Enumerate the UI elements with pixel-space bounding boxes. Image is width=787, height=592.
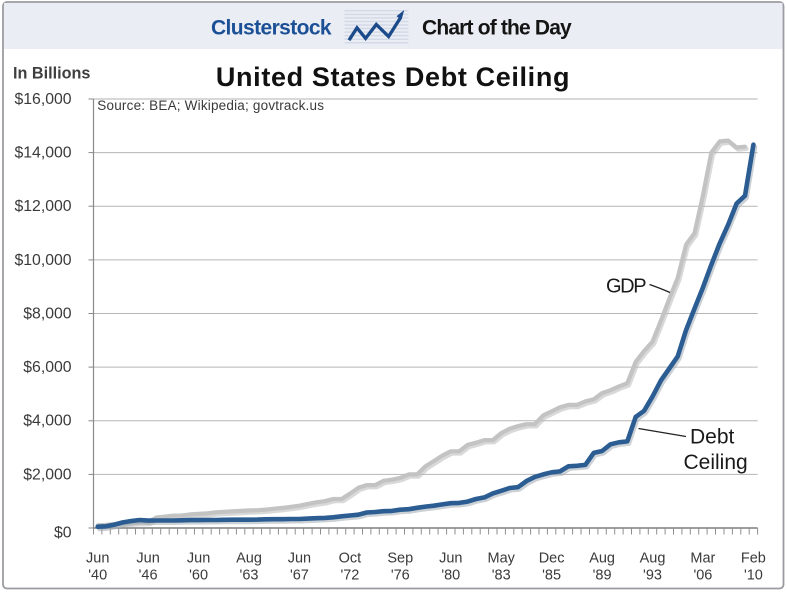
svg-text:Aug: Aug xyxy=(236,551,262,567)
svg-text:'67: '67 xyxy=(290,568,309,584)
svg-text:Jun: Jun xyxy=(187,551,210,567)
svg-text:Oct: Oct xyxy=(339,551,362,567)
svg-text:Aug: Aug xyxy=(640,551,666,567)
svg-text:United States Debt Ceiling: United States Debt Ceiling xyxy=(216,62,570,92)
svg-text:$0: $0 xyxy=(54,525,72,542)
svg-text:'40: '40 xyxy=(88,568,107,584)
svg-text:Chart of the Day: Chart of the Day xyxy=(422,16,572,39)
svg-text:$8,000: $8,000 xyxy=(23,305,72,322)
svg-text:Jun: Jun xyxy=(288,551,311,567)
svg-text:May: May xyxy=(487,551,515,567)
svg-text:Feb: Feb xyxy=(741,551,766,567)
svg-text:'10: '10 xyxy=(744,568,763,584)
svg-text:$12,000: $12,000 xyxy=(14,198,71,215)
svg-text:'60: '60 xyxy=(189,568,208,584)
svg-text:$10,000: $10,000 xyxy=(14,252,71,269)
svg-text:Ceiling: Ceiling xyxy=(684,451,748,474)
svg-text:$16,000: $16,000 xyxy=(14,91,71,108)
svg-text:'93: '93 xyxy=(643,568,662,584)
svg-text:'83: '83 xyxy=(492,568,511,584)
svg-text:$4,000: $4,000 xyxy=(23,413,72,430)
svg-text:Source: BEA; Wikipedia; govtra: Source: BEA; Wikipedia; govtrack.us xyxy=(97,98,324,113)
svg-text:Sep: Sep xyxy=(387,551,413,567)
svg-text:'06: '06 xyxy=(693,568,712,584)
svg-text:Jun: Jun xyxy=(136,551,159,567)
svg-text:Dec: Dec xyxy=(539,551,565,567)
svg-text:'80: '80 xyxy=(441,568,460,584)
svg-text:$6,000: $6,000 xyxy=(23,359,72,376)
svg-text:'76: '76 xyxy=(391,568,410,584)
svg-text:In Billions: In Billions xyxy=(13,65,90,83)
svg-text:Aug: Aug xyxy=(589,551,615,567)
svg-text:GDP: GDP xyxy=(606,276,646,298)
svg-text:Jun: Jun xyxy=(439,551,462,567)
svg-text:Debt: Debt xyxy=(690,426,735,449)
svg-text:Mar: Mar xyxy=(690,551,715,567)
svg-text:'63: '63 xyxy=(240,568,259,584)
svg-text:$14,000: $14,000 xyxy=(14,145,71,162)
svg-text:'89: '89 xyxy=(593,568,612,584)
svg-text:Clusterstock: Clusterstock xyxy=(211,16,332,39)
svg-text:'85: '85 xyxy=(542,568,561,584)
svg-text:'72: '72 xyxy=(340,568,359,584)
svg-text:$2,000: $2,000 xyxy=(23,466,72,483)
svg-text:'46: '46 xyxy=(139,568,158,584)
svg-text:Jun: Jun xyxy=(86,551,109,567)
